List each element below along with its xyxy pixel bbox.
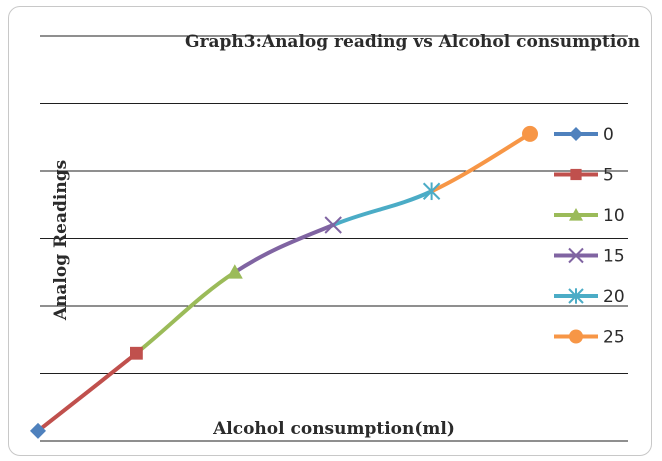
series-line-5 <box>36 351 139 433</box>
data-point-25 <box>522 125 538 142</box>
gridlines <box>40 35 628 442</box>
chart-frame <box>8 6 652 456</box>
legend-entry-0: 0 <box>554 125 614 145</box>
series-line-15 <box>232 223 336 275</box>
y-axis-label: Analog Readings <box>51 160 71 321</box>
legend-entry-25: 25 <box>554 328 625 348</box>
legend-marker <box>570 168 582 181</box>
data-point-20 <box>422 182 441 201</box>
series-line-10 <box>134 270 237 356</box>
chart-title: Graph3:Analog reading vs Alcohol consump… <box>185 32 640 52</box>
data-point-5 <box>130 346 143 360</box>
legend-entry-15: 15 <box>554 247 625 267</box>
data-markers <box>30 125 538 439</box>
data-point-0 <box>30 422 46 439</box>
legend-entry-10: 10 <box>554 206 625 226</box>
legend-marker <box>569 127 583 141</box>
legend-entry-5: 5 <box>554 166 614 186</box>
series-line-20 <box>331 189 434 227</box>
legend-label: 25 <box>603 328 625 348</box>
legend: 0 5 10 15 20 25 <box>554 125 625 348</box>
x-axis-label: Alcohol consumption(ml) <box>212 419 455 439</box>
legend-label: 0 <box>603 125 614 145</box>
legend-label: 10 <box>603 206 625 226</box>
legend-label: 5 <box>603 166 614 186</box>
legend-entry-20: 20 <box>554 287 625 307</box>
legend-marker <box>569 208 583 221</box>
data-point-15 <box>324 216 342 234</box>
legend-label: 20 <box>603 287 625 307</box>
legend-marker <box>568 247 584 264</box>
line-segments <box>36 131 532 433</box>
legend-label: 15 <box>603 247 625 267</box>
legend-marker <box>568 288 584 304</box>
series-line-25 <box>429 131 532 194</box>
legend-marker <box>569 329 583 344</box>
data-point-10 <box>226 264 243 279</box>
